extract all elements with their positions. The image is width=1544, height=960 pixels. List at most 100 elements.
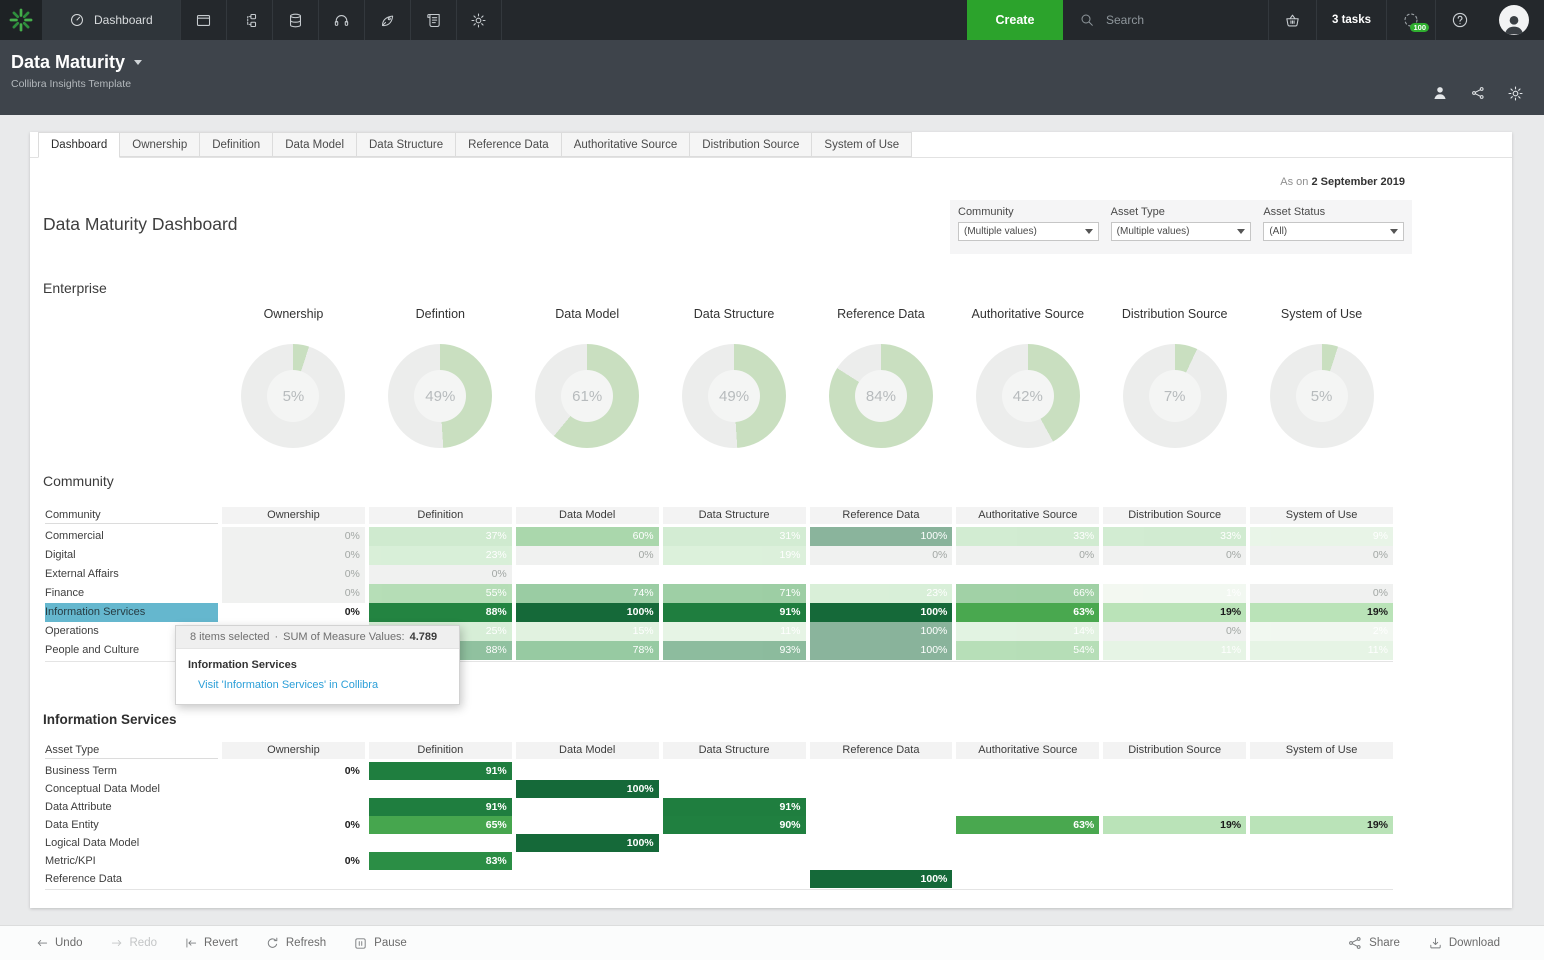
heat-cell[interactable]: 100% — [809, 622, 953, 641]
heat-cell[interactable] — [516, 762, 659, 780]
row-label-conceptual-data-model[interactable]: Conceptual Data Model — [45, 783, 160, 795]
filter-select-community[interactable]: (Multiple values) — [958, 222, 1099, 241]
heat-cell[interactable]: 63% — [956, 816, 1100, 834]
tab-authoritative-source[interactable]: Authoritative Source — [561, 132, 691, 157]
heat-cell[interactable] — [516, 798, 659, 816]
heat-cell[interactable]: 90% — [662, 816, 806, 834]
basket-button[interactable] — [1267, 0, 1316, 40]
search-input[interactable]: Search — [1063, 0, 1268, 40]
donut-distribution-source[interactable]: 7% — [1122, 344, 1227, 448]
heat-cell[interactable] — [956, 565, 1099, 584]
heat-cell[interactable]: 0% — [222, 546, 365, 565]
heat-cell[interactable]: 88% — [368, 603, 512, 622]
tab-data-model[interactable]: Data Model — [273, 132, 357, 157]
heat-cell[interactable]: 66% — [956, 584, 1100, 603]
nav-button-gear[interactable] — [455, 0, 502, 40]
donut-reference-data[interactable]: 84% — [828, 344, 933, 448]
heat-cell[interactable] — [663, 870, 806, 888]
heat-cell[interactable]: 1% — [1103, 584, 1247, 603]
heat-cell[interactable] — [516, 852, 659, 870]
nav-button-scroll[interactable] — [409, 0, 456, 40]
heat-cell[interactable] — [810, 565, 953, 584]
heat-cell[interactable]: 0% — [1250, 584, 1393, 603]
heat-cell[interactable]: 19% — [1103, 816, 1247, 834]
heat-cell[interactable]: 100% — [809, 527, 953, 546]
tab-definition[interactable]: Definition — [200, 132, 274, 157]
nav-button-window[interactable] — [179, 0, 226, 40]
heat-cell[interactable] — [1250, 870, 1393, 888]
heat-cell[interactable]: 11% — [1103, 641, 1247, 660]
heat-cell[interactable] — [663, 852, 806, 870]
nav-button-rocket[interactable] — [363, 0, 410, 40]
heat-cell[interactable]: 91% — [368, 762, 512, 780]
donut-defintion[interactable]: 49% — [388, 344, 493, 448]
toolbar-download-button[interactable]: Download — [1428, 936, 1500, 951]
heat-cell[interactable]: 19% — [1250, 816, 1393, 834]
heat-cell[interactable]: 0% — [222, 584, 365, 603]
heat-cell[interactable]: 54% — [956, 641, 1100, 660]
toolbar-revert-button[interactable]: Revert — [184, 936, 238, 950]
collibra-logo[interactable] — [0, 0, 42, 40]
heat-cell[interactable] — [1250, 762, 1393, 780]
filter-select-asset-status[interactable]: (All) — [1263, 222, 1405, 241]
heat-cell[interactable] — [810, 762, 953, 780]
heat-cell[interactable] — [663, 762, 806, 780]
heat-cell[interactable] — [810, 798, 953, 816]
create-button[interactable]: Create — [966, 0, 1063, 40]
heat-cell[interactable] — [810, 834, 953, 852]
row-label-finance[interactable]: Finance — [45, 587, 85, 599]
heat-cell[interactable]: 100% — [809, 870, 953, 888]
heat-cell[interactable] — [516, 870, 659, 888]
heat-cell[interactable] — [956, 798, 1099, 816]
donut-data-model[interactable]: 61% — [535, 344, 640, 448]
row-label-people-and-culture[interactable]: People and Culture — [45, 644, 140, 656]
nav-button-headset[interactable] — [317, 0, 364, 40]
heat-cell[interactable]: 55% — [368, 584, 512, 603]
heat-cell[interactable] — [1250, 834, 1393, 852]
tab-ownership[interactable]: Ownership — [120, 132, 201, 157]
heat-cell[interactable] — [1103, 870, 1246, 888]
row-label-data-attribute[interactable]: Data Attribute — [45, 801, 112, 813]
heat-cell[interactable]: 91% — [662, 798, 806, 816]
heat-cell[interactable] — [222, 834, 365, 852]
row-label-operations[interactable]: Operations — [45, 625, 99, 637]
heat-cell[interactable]: 74% — [515, 584, 659, 603]
heat-cell[interactable] — [1103, 798, 1246, 816]
row-label-data-entity[interactable]: Data Entity — [45, 819, 99, 831]
heat-cell[interactable]: 100% — [809, 641, 953, 660]
heat-cell[interactable]: 71% — [662, 584, 806, 603]
heat-cell[interactable]: 93% — [662, 641, 806, 660]
toolbar-undo-button[interactable]: Undo — [35, 936, 83, 950]
heat-cell[interactable]: 19% — [1103, 603, 1247, 622]
heat-cell[interactable] — [369, 834, 512, 852]
row-label-information-services[interactable]: Information Services — [45, 603, 218, 622]
heat-cell[interactable]: 83% — [368, 852, 512, 870]
heat-cell[interactable] — [222, 870, 365, 888]
heat-cell[interactable]: 0% — [222, 527, 365, 546]
heat-cell[interactable] — [1103, 834, 1246, 852]
tab-dashboard[interactable]: Dashboard — [38, 132, 121, 158]
app-title-dropdown[interactable]: Data Maturity — [11, 52, 1544, 73]
row-label-logical-data-model[interactable]: Logical Data Model — [45, 837, 140, 849]
heat-cell[interactable] — [1103, 852, 1246, 870]
heat-cell[interactable]: 19% — [1250, 603, 1393, 622]
heat-cell[interactable]: 0% — [222, 762, 365, 780]
heat-cell[interactable]: 0% — [222, 816, 365, 834]
share-button[interactable] — [1470, 85, 1486, 101]
tab-dashboard-top[interactable]: Dashboard — [42, 0, 180, 40]
heat-cell[interactable] — [810, 816, 953, 834]
heat-cell[interactable] — [1250, 852, 1393, 870]
row-label-metric-kpi[interactable]: Metric/KPI — [45, 855, 96, 867]
row-label-digital[interactable]: Digital — [45, 549, 76, 561]
heat-cell[interactable]: 14% — [956, 622, 1100, 641]
row-label-external-affairs[interactable]: External Affairs — [45, 568, 119, 580]
heat-cell[interactable] — [956, 834, 1099, 852]
toolbar-share-button[interactable]: Share — [1347, 935, 1400, 951]
heat-cell[interactable] — [369, 780, 512, 798]
heat-cell[interactable]: 2% — [1250, 622, 1393, 641]
donut-ownership[interactable]: 5% — [241, 344, 346, 448]
heat-cell[interactable]: 63% — [956, 603, 1100, 622]
heat-cell[interactable]: 0% — [1103, 546, 1247, 565]
heat-cell[interactable]: 11% — [1250, 641, 1393, 660]
heat-cell[interactable]: 9% — [1250, 527, 1393, 546]
